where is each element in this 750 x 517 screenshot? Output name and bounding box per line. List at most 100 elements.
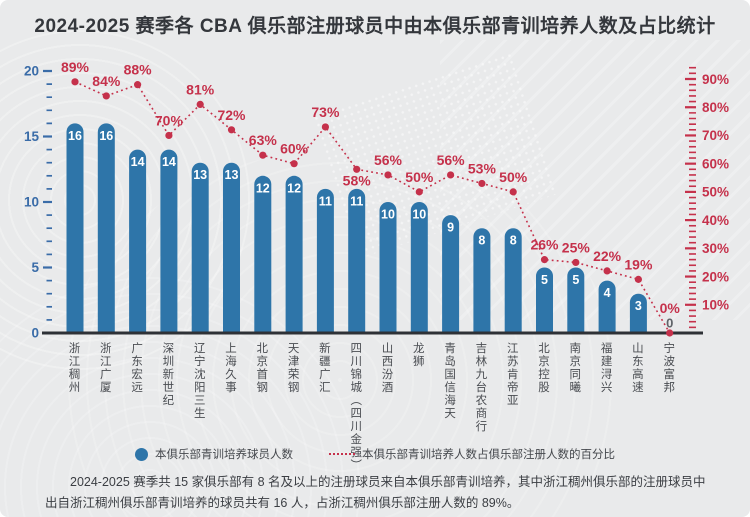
right-axis-tick-label: 80% [702,100,729,115]
trend-dot [196,100,204,108]
trend-line [74,81,671,334]
right-axis-tick-label: 70% [702,128,729,143]
bar [504,228,522,333]
percent-label: 73% [311,104,340,120]
percent-label: 70% [155,112,184,128]
bar [629,293,647,333]
bar-value-label: 13 [193,168,207,182]
bar-value-label: 13 [225,168,239,182]
bar-value-label: 11 [350,194,363,208]
trend-dot [353,165,361,173]
percent-label: 22% [593,248,622,264]
trend-dot [447,171,455,179]
trend-dot [71,78,79,86]
bar [410,202,428,333]
percent-label: 26% [530,237,559,253]
summary-note: 2024-2025 赛季共 15 家俱乐部有 8 名及以上的注册球员来自本俱乐部… [45,475,706,510]
legend-bar-series-label: 本俱乐部青训培养球员人数 [155,449,293,461]
bar-value-label: 14 [162,155,176,169]
bar-value-label: 5 [541,273,548,287]
trend-dot [102,92,110,100]
bar [442,215,460,333]
percent-label: 84% [92,73,121,89]
percent-label: 60% [280,141,309,157]
trend-dot [134,81,142,89]
bar-value-label: 8 [478,234,485,248]
bar-value-label: 12 [287,181,301,195]
bar-value-label: 10 [381,208,395,222]
trend-dot [290,160,298,168]
bar [473,228,491,333]
left-axis-tick-label: 20 [24,64,39,79]
bar-series-marker-icon [135,447,148,461]
left-axis-tick-label: 15 [24,129,40,144]
trend-dot [415,188,423,196]
bar-value-label: 5 [572,273,579,287]
right-axis-tick-label: 30% [702,241,729,256]
percent-label: 25% [562,239,591,255]
bar [285,175,303,333]
bar [348,188,366,333]
percent-label: 50% [499,169,528,185]
percent-label: 56% [374,152,403,168]
bar [160,149,178,333]
bar [316,188,334,333]
bar-value-label: 16 [68,129,82,143]
right-axis-tick-label: 10% [702,298,729,313]
legend-line-series-label: 本俱乐部青训培养人数占俱乐部注册人数的百分比 [362,449,615,461]
trend-dot [227,126,236,134]
right-axis-tick-label: 60% [702,156,729,171]
trend-dot [384,171,392,179]
bar-value-label: 9 [447,221,454,235]
left-axis-tick-label: 5 [31,260,39,275]
bar [191,162,209,333]
trend-dot [666,329,674,337]
bar-value-label: 4 [604,286,611,300]
percent-label: 19% [624,256,653,272]
percent-label: 72% [217,107,246,123]
bar [567,267,585,333]
percent-label: 89% [61,59,90,75]
percent-label: 63% [249,132,278,148]
trend-dot [572,258,580,267]
percent-label: 53% [468,160,497,176]
bar-value-label: 8 [510,234,517,248]
trend-dot [603,267,611,275]
right-axis-tick-label: 20% [702,269,729,284]
bar [254,175,272,333]
bar-value-label: 12 [256,181,270,195]
bar [536,267,553,333]
chart-title: 2024-2025 赛季各 CBA 俱乐部注册球员中由本俱乐部青训培养人数及占比… [34,16,716,37]
legend-item-bar-series: 本俱乐部青训培养球员人数 [135,446,293,462]
bar [379,202,397,333]
bar-value-label: 11 [319,194,332,208]
percent-label: 56% [437,152,466,168]
trend-dot [259,151,267,159]
left-axis-tick-label: 10 [24,195,39,210]
percent-label: 50% [405,169,434,185]
bar [598,280,616,333]
bar-value-label: 14 [131,155,145,169]
percent-label: 88% [124,62,153,78]
bar-value-label: 3 [635,299,642,313]
trend-dot [509,188,517,196]
trend-dot [321,123,329,131]
dotted-line-series-marker-icon [329,453,355,455]
bar [66,123,84,333]
right-axis-tick-label: 50% [702,185,729,200]
trend-dot [478,179,486,188]
percent-label: 0% [660,300,681,316]
trend-dot [540,256,549,264]
bar [129,149,147,333]
bar-value-label: 0 [666,316,673,331]
right-axis-tick-label: 90% [702,72,729,87]
bar-value-label: 16 [99,129,113,143]
legend: 本俱乐部青训培养球员人数 本俱乐部青训培养人数占俱乐部注册人数的百分比 [0,446,750,462]
percent-label: 58% [343,172,372,188]
trend-dot [634,275,643,283]
bar-value-label: 10 [412,208,426,222]
percent-label: 81% [186,81,215,97]
bar [97,123,115,333]
